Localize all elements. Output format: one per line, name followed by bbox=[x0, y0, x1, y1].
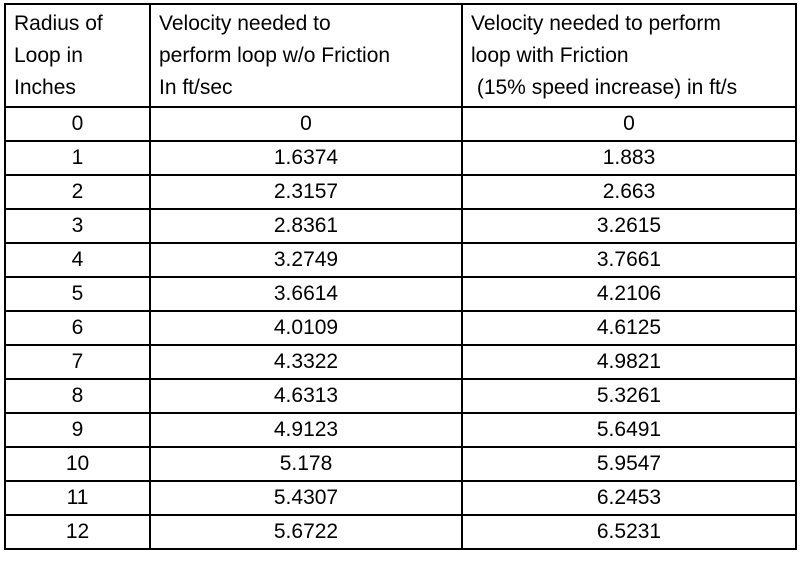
cell-velocity-no-friction: 3.6614 bbox=[149, 276, 463, 312]
header-radius-line: Inches bbox=[14, 76, 76, 99]
cell-radius: 12 bbox=[4, 514, 151, 550]
table-body: 0 0 0 1 1.6374 1.883 2 2.3157 2.663 3 2.8361 3.2615… bbox=[4, 106, 797, 550]
cell-velocity-no-friction: 4.9123 bbox=[149, 412, 463, 448]
header-velocity-no-friction: Velocity needed to perform loop w/o Fric… bbox=[149, 3, 463, 108]
header-radius-line: Radius of bbox=[14, 12, 103, 35]
cell-velocity-no-friction: 5.4307 bbox=[149, 480, 463, 516]
cell-radius: 5 bbox=[4, 276, 151, 312]
header-velocity-no-friction-line: In ft/sec bbox=[159, 76, 233, 99]
cell-velocity-no-friction: 4.6313 bbox=[149, 378, 463, 414]
cell-velocity-with-friction: 5.6491 bbox=[461, 412, 797, 448]
cell-velocity-with-friction: 5.9547 bbox=[461, 446, 797, 482]
cell-velocity-with-friction: 3.7661 bbox=[461, 242, 797, 278]
cell-radius: 10 bbox=[4, 446, 151, 482]
table-header-row: Radius of Loop in Inches Velocity needed… bbox=[4, 3, 797, 108]
cell-velocity-no-friction: 4.3322 bbox=[149, 344, 463, 380]
header-radius-line: Loop in bbox=[14, 44, 83, 67]
cell-radius: 7 bbox=[4, 344, 151, 380]
cell-velocity-no-friction: 0 bbox=[149, 106, 463, 142]
cell-velocity-no-friction: 5.178 bbox=[149, 446, 463, 482]
cell-radius: 3 bbox=[4, 208, 151, 244]
header-velocity-no-friction-line: perform loop w/o Friction bbox=[159, 44, 391, 67]
cell-velocity-with-friction: 3.2615 bbox=[461, 208, 797, 244]
cell-radius: 1 bbox=[4, 140, 151, 176]
table-row: 12 5.6722 6.5231 bbox=[4, 514, 797, 550]
cell-velocity-no-friction: 2.8361 bbox=[149, 208, 463, 244]
cell-velocity-with-friction: 2.663 bbox=[461, 174, 797, 210]
header-radius: Radius of Loop in Inches bbox=[4, 3, 151, 108]
cell-velocity-with-friction: 4.9821 bbox=[461, 344, 797, 380]
table-row: 3 2.8361 3.2615 bbox=[4, 208, 797, 244]
cell-velocity-with-friction: 4.2106 bbox=[461, 276, 797, 312]
cell-velocity-no-friction: 1.6374 bbox=[149, 140, 463, 176]
cell-velocity-no-friction: 4.0109 bbox=[149, 310, 463, 346]
header-velocity-with-friction-line: loop with Friction bbox=[471, 44, 629, 67]
cell-radius: 11 bbox=[4, 480, 151, 516]
table-row: 7 4.3322 4.9821 bbox=[4, 344, 797, 380]
table-row: 9 4.9123 5.6491 bbox=[4, 412, 797, 448]
cell-velocity-with-friction: 1.883 bbox=[461, 140, 797, 176]
table-row: 11 5.4307 6.2453 bbox=[4, 480, 797, 516]
cell-radius: 9 bbox=[4, 412, 151, 448]
cell-velocity-with-friction: 0 bbox=[461, 106, 797, 142]
header-velocity-with-friction-line: Velocity needed to perform bbox=[471, 12, 721, 35]
cell-velocity-with-friction: 5.3261 bbox=[461, 378, 797, 414]
table-row: 2 2.3157 2.663 bbox=[4, 174, 797, 210]
cell-velocity-with-friction: 4.6125 bbox=[461, 310, 797, 346]
velocity-table-container: Radius of Loop in Inches Velocity needed… bbox=[4, 3, 797, 550]
header-velocity-with-friction: Velocity needed to perform loop with Fri… bbox=[461, 3, 797, 108]
cell-velocity-no-friction: 5.6722 bbox=[149, 514, 463, 550]
table-row: 4 3.2749 3.7661 bbox=[4, 242, 797, 278]
table-row: 6 4.0109 4.6125 bbox=[4, 310, 797, 346]
cell-radius: 8 bbox=[4, 378, 151, 414]
table-row: 10 5.178 5.9547 bbox=[4, 446, 797, 482]
cell-radius: 0 bbox=[4, 106, 151, 142]
table-row: 1 1.6374 1.883 bbox=[4, 140, 797, 176]
cell-radius: 4 bbox=[4, 242, 151, 278]
cell-velocity-no-friction: 3.2749 bbox=[149, 242, 463, 278]
cell-velocity-with-friction: 6.5231 bbox=[461, 514, 797, 550]
cell-velocity-with-friction: 6.2453 bbox=[461, 480, 797, 516]
cell-velocity-no-friction: 2.3157 bbox=[149, 174, 463, 210]
header-velocity-with-friction-line: (15% speed increase) in ft/s bbox=[471, 76, 738, 99]
header-velocity-no-friction-line: Velocity needed to bbox=[159, 12, 331, 35]
cell-radius: 6 bbox=[4, 310, 151, 346]
table-row: 8 4.6313 5.3261 bbox=[4, 378, 797, 414]
cell-radius: 2 bbox=[4, 174, 151, 210]
velocity-table: Radius of Loop in Inches Velocity needed… bbox=[4, 3, 797, 550]
table-row: 5 3.6614 4.2106 bbox=[4, 276, 797, 312]
